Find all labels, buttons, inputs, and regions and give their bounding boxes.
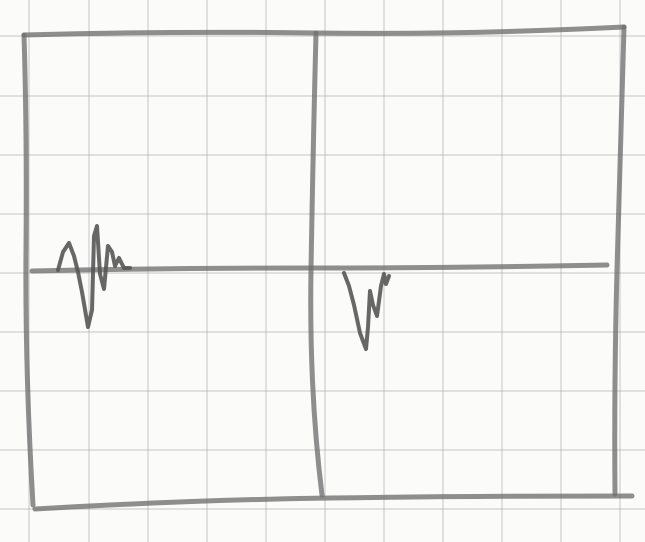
pencil-drawing (24, 27, 632, 509)
middle-horizontal-divider (32, 265, 607, 271)
left-waveform-scribble (58, 226, 130, 327)
outer-frame-right-line (615, 27, 624, 494)
outer-frame-bottom-line (35, 496, 632, 509)
outer-frame-top-line (24, 27, 624, 35)
center-vertical-divider (311, 33, 322, 495)
right-waveform-scribble (344, 273, 389, 349)
